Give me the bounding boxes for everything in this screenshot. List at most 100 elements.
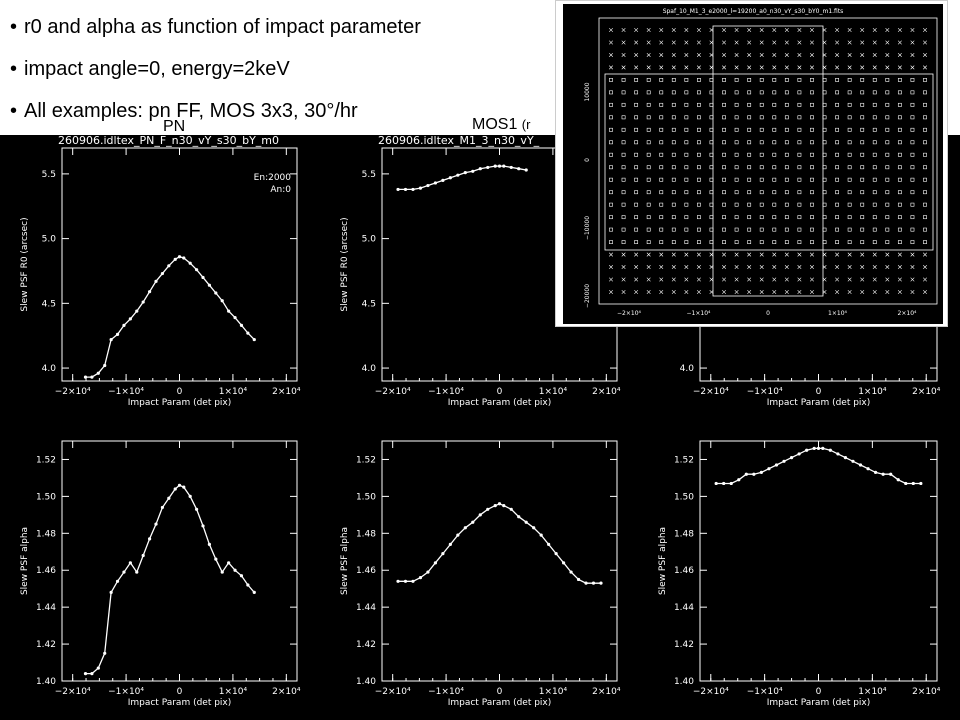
grid-cross-marker (897, 40, 902, 45)
grid-square-marker (797, 102, 802, 107)
x-tick-label: −2×10⁴ (375, 687, 411, 697)
data-point (396, 187, 400, 192)
grid-square-marker (910, 152, 915, 157)
grid-square-marker (747, 165, 752, 170)
grid-square-marker (609, 102, 613, 107)
grid-square-marker (872, 240, 877, 244)
grid-square-marker (872, 115, 877, 120)
grid-cross-marker (747, 252, 752, 257)
grid-square-marker (759, 202, 764, 207)
grid-square-marker (747, 152, 752, 157)
bullet-3-text: All examples: pn FF, MOS 3x3, 30°/hr (24, 100, 358, 122)
y-tick-label: 1.46 (674, 566, 694, 576)
grid-square-marker (621, 227, 626, 232)
data-point (547, 542, 551, 546)
grid-cross-marker (809, 65, 814, 70)
grid-square-marker (810, 177, 814, 182)
data-point (214, 557, 218, 561)
x-tick-label: −1×10⁴ (747, 387, 783, 397)
grid-square-marker (609, 140, 613, 145)
x-tick-label: 2×10⁴ (592, 387, 621, 397)
grid-cross-marker (747, 40, 752, 45)
grid-square-marker (835, 202, 839, 207)
annotation-energy: En:2000 (254, 173, 292, 183)
grid-cross-marker (722, 265, 727, 270)
x-tick-label: 1×10⁴ (858, 687, 887, 697)
grid-cross-marker (634, 252, 639, 257)
grid-cross-marker (646, 65, 651, 70)
x-tick-label: 1×10⁴ (539, 387, 568, 397)
grid-square-marker (835, 227, 839, 232)
grid-square-marker (910, 202, 915, 207)
series-line (398, 165, 527, 191)
grid-cross-marker (809, 277, 814, 282)
grid-cross-marker (722, 252, 727, 257)
data-point (478, 167, 482, 171)
grid-cross-marker (885, 65, 890, 70)
data-point (532, 526, 536, 530)
grid-cross-marker (684, 65, 689, 70)
y-tick-label: 1.50 (356, 492, 376, 502)
grid-square-marker (772, 165, 777, 170)
grid-square-marker (697, 177, 701, 182)
grid-square-marker (784, 102, 789, 107)
data-point (471, 169, 475, 173)
grid-cross-marker (684, 277, 689, 282)
grid-cross-marker (809, 27, 814, 33)
grid-square-marker (797, 140, 802, 145)
data-point (252, 590, 256, 594)
grid-square-marker (621, 202, 626, 207)
x-tick-label: −1×10⁴ (428, 387, 464, 397)
series-line (716, 447, 921, 485)
grid-cross-marker (659, 65, 664, 70)
grid-square-marker (885, 177, 890, 182)
data-point (214, 291, 218, 295)
grid-square-marker (722, 102, 726, 107)
data-point (789, 456, 794, 460)
inset-x-tick-label: −2×10⁴ (617, 310, 642, 317)
grid-square-marker (835, 240, 839, 244)
grid-square-marker (923, 227, 927, 232)
grid-cross-marker (608, 265, 614, 270)
grid-square-marker (923, 215, 927, 220)
data-point (873, 470, 878, 474)
grid-square-marker (923, 165, 927, 170)
grid-square-marker (671, 202, 676, 207)
grid-square-marker (835, 165, 839, 170)
data-point (441, 552, 445, 556)
grid-cross-marker (659, 52, 664, 57)
data-point (456, 173, 460, 177)
grid-square-marker (910, 165, 915, 170)
grid-cross-marker (722, 52, 727, 57)
grid-cross-marker (835, 289, 840, 295)
grid-square-marker (621, 165, 626, 170)
grid-square-marker (772, 240, 777, 244)
y-tick-label: 1.50 (36, 492, 56, 502)
grid-cross-marker (797, 65, 802, 70)
grid-square-marker (835, 177, 839, 182)
ccd-outline-central (712, 25, 824, 297)
data-point (539, 533, 543, 537)
grid-cross-marker (897, 65, 902, 70)
y-tick-label: 1.44 (674, 603, 694, 613)
grid-cross-marker (608, 289, 614, 295)
grid-square-marker (885, 152, 890, 157)
grid-square-marker (872, 102, 877, 107)
grid-square-marker (684, 127, 689, 132)
y-tick-label: 1.50 (674, 492, 694, 502)
grid-cross-marker (872, 65, 877, 70)
grid-cross-marker (922, 40, 928, 45)
grid-cross-marker (809, 52, 814, 57)
grid-square-marker (810, 202, 814, 207)
data-point (411, 187, 415, 192)
grid-cross-marker (734, 27, 739, 33)
grid-square-marker (697, 90, 701, 95)
y-tick-label: 4.5 (362, 299, 376, 309)
grid-cross-marker (759, 277, 764, 282)
grid-square-marker (722, 140, 726, 145)
grid-square-marker (897, 152, 902, 157)
grid-square-marker (897, 177, 902, 182)
data-point (220, 299, 224, 303)
grid-square-marker (634, 190, 639, 195)
grid-square-marker (671, 165, 676, 170)
